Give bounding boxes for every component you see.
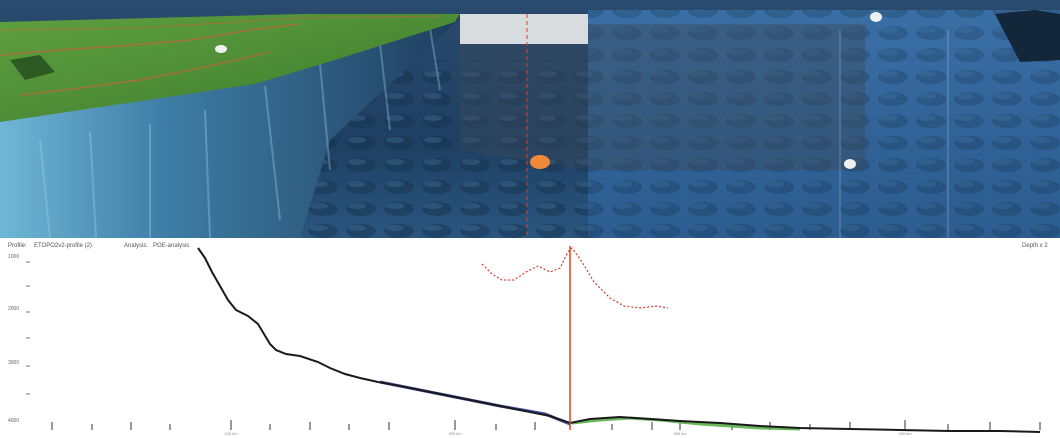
land-marker — [215, 45, 227, 53]
terrain-3d-view[interactable] — [0, 0, 1060, 238]
terrain-render — [0, 0, 1060, 238]
profile-label: Profile: — [8, 243, 27, 249]
road-3 — [0, 15, 441, 31]
surface-marker — [870, 12, 882, 22]
y-label-1: 1000 — [8, 254, 20, 260]
analysis-label: Analysis: — [124, 243, 149, 249]
x-axis-ticks — [51, 420, 1041, 430]
x-label-4: 400 km — [898, 431, 912, 436]
foot-of-slope-marker — [530, 155, 550, 169]
profile-panel: Profile: ETOPO2v2-profile (2) Analysis: … — [0, 238, 1060, 438]
profile-plane — [460, 16, 865, 170]
x-label-3: 300 km — [673, 431, 687, 436]
land-hill — [10, 55, 55, 80]
y-label-4: 4000 — [8, 418, 20, 424]
profile-plane-top — [460, 14, 588, 44]
profile-name: ETOPO2v2-profile (2) — [34, 243, 92, 249]
analysis-name: POE-analysis — [153, 243, 190, 249]
point-marker — [844, 159, 856, 169]
land-surface — [0, 14, 460, 122]
depth-label: Depth x 2 — [1022, 243, 1048, 249]
profile-chart[interactable] — [0, 238, 1060, 438]
bathymetric-profile-line — [197, 247, 1041, 433]
continental-slope — [0, 14, 465, 238]
x-label-1: 100 km — [224, 431, 238, 436]
road-2 — [19, 51, 271, 96]
y-label-2: 2000 — [8, 306, 20, 312]
seamount — [995, 10, 1060, 62]
analysis-curve — [481, 247, 669, 309]
y-label-3: 3000 — [8, 360, 20, 366]
road-1 — [0, 23, 301, 56]
x-label-2: 200 km — [448, 431, 462, 436]
abyssal-fit-line — [571, 416, 801, 431]
